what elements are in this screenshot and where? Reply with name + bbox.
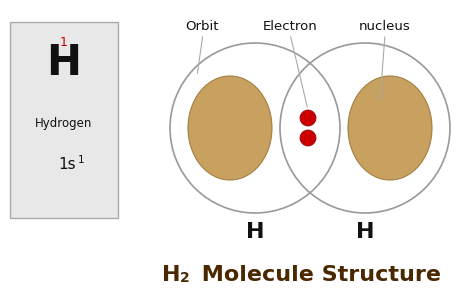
- Circle shape: [280, 43, 450, 213]
- Ellipse shape: [348, 76, 432, 180]
- Circle shape: [300, 110, 316, 126]
- Circle shape: [170, 43, 340, 213]
- Text: H: H: [246, 222, 264, 242]
- Text: 1: 1: [78, 155, 85, 165]
- Circle shape: [300, 130, 316, 146]
- Text: Orbit: Orbit: [185, 20, 219, 33]
- Text: Electron: Electron: [263, 20, 318, 33]
- Text: Hydrogen: Hydrogen: [35, 117, 93, 130]
- Bar: [10, 22, 118, 218]
- Text: 1: 1: [60, 36, 68, 49]
- Text: H: H: [46, 42, 82, 84]
- Ellipse shape: [188, 76, 272, 180]
- Text: H: H: [162, 265, 180, 285]
- Text: 2: 2: [180, 271, 190, 285]
- Text: 1s: 1s: [58, 157, 76, 172]
- Text: Molecule Structure: Molecule Structure: [194, 265, 441, 285]
- Text: H: H: [356, 222, 374, 242]
- Text: nucleus: nucleus: [359, 20, 411, 33]
